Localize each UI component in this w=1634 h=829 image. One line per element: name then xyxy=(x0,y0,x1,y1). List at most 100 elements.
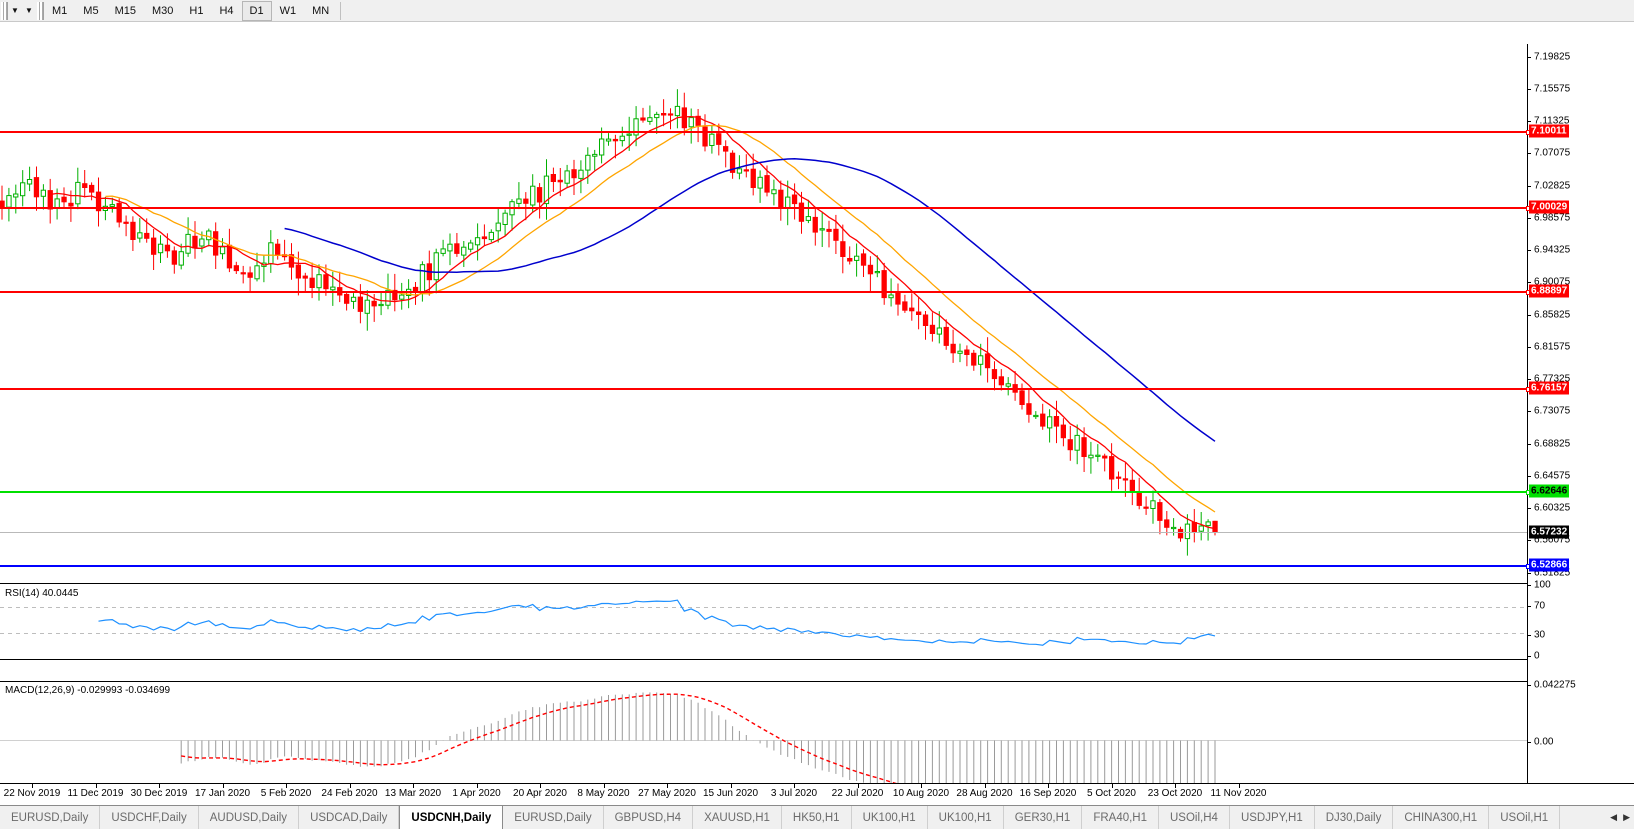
chart-tab-gbpusd-h4[interactable]: GBPUSD,H4 xyxy=(604,806,694,829)
price-tick xyxy=(1527,56,1531,58)
chart-tab-ger30-h1[interactable]: GER30,H1 xyxy=(1004,806,1083,829)
date-tick xyxy=(476,784,478,788)
chart-tab-china300-h1[interactable]: CHINA300,H1 xyxy=(1393,806,1490,829)
support-6.62646-tag[interactable]: 6.62646 xyxy=(1529,484,1570,498)
price-tick-label: 6.85825 xyxy=(1534,309,1571,321)
price-tick xyxy=(1527,443,1531,445)
price-tick xyxy=(1527,346,1531,348)
date-tick-label: 8 May 2020 xyxy=(577,788,630,799)
chart-tab-usdcnh-daily[interactable]: USDCNH,Daily xyxy=(399,806,504,829)
price-tick xyxy=(1527,153,1531,155)
resistance-6.76157-tag[interactable]: 6.76157 xyxy=(1529,381,1570,395)
timeframe-buttons: M1 M5 M15 M30 H1 H4 D1 W1 MN xyxy=(44,0,337,21)
price-tick-label: 6.98575 xyxy=(1534,212,1571,224)
chart-tab-eurusd-daily[interactable]: EURUSD,Daily xyxy=(0,806,101,829)
price-tick-label: 7.11325 xyxy=(1534,115,1570,127)
chart-tab-audusd-daily[interactable]: AUDUSD,Daily xyxy=(199,806,300,829)
price-tick-label: 6.94325 xyxy=(1534,244,1571,256)
rsi-tick xyxy=(1527,656,1531,657)
timeframe-button-m5[interactable]: M5 xyxy=(83,4,99,17)
chevron-left-icon[interactable]: ◀ xyxy=(1610,812,1618,822)
date-tick xyxy=(1111,784,1113,788)
chart-tab-hk50-h1[interactable]: HK50,H1 xyxy=(782,806,852,829)
date-tick xyxy=(984,784,986,788)
price-tick-label: 6.64575 xyxy=(1534,470,1571,482)
chart-tab-eurusd-daily[interactable]: EURUSD,Daily xyxy=(503,806,604,829)
timeframe-button-mn[interactable]: MN xyxy=(312,4,330,17)
timeframe-button-m1[interactable]: M1 xyxy=(52,4,68,17)
date-tick xyxy=(730,784,732,788)
chart-tab-dj30-daily[interactable]: DJ30,Daily xyxy=(1315,806,1394,829)
timeframe-button-h4[interactable]: H4 xyxy=(219,4,234,17)
date-tick xyxy=(794,784,795,788)
date-axis[interactable]: 22 Nov 2019 11 Dec 2019 30 Dec 2019 17 Jan … xyxy=(0,783,1634,805)
date-tick xyxy=(222,784,224,788)
pivot-6.52866-tag[interactable]: 6.52866 xyxy=(1529,558,1570,572)
date-tick-label: 10 Aug 2020 xyxy=(892,788,950,799)
rsi-tick xyxy=(1527,606,1531,608)
price-axis-divider xyxy=(1527,44,1528,805)
rsi-pane[interactable] xyxy=(0,583,1527,660)
tab-scroll-controls: ◀ ▶ xyxy=(1606,806,1634,829)
chart-tab-usdcad-daily[interactable]: USDCAD,Daily xyxy=(299,806,400,829)
timeframe-button-w1[interactable]: W1 xyxy=(279,4,297,17)
date-tick xyxy=(32,784,33,788)
date-tick xyxy=(603,784,605,788)
chart-canvas-area[interactable]: ▼ USDCNH,Daily 6.58599 6.58658 6.56748 6… xyxy=(0,22,1634,805)
rsi-chart-svg xyxy=(0,599,1527,646)
timeframe-toolbar: ▼ ▼ M1 M5 M15 M30 H1 H4 D1 W1 MN xyxy=(0,0,1634,22)
timeframe-button-m30[interactable]: M30 xyxy=(151,4,174,17)
date-tick-label: 22 Nov 2019 xyxy=(3,788,61,799)
rsi-tick-label: 0 xyxy=(1534,650,1540,662)
timeframe-button-h1[interactable]: H1 xyxy=(189,4,204,17)
chart-tab-usoil-h4[interactable]: USOil,H4 xyxy=(1159,806,1230,829)
price-tick-label: 6.51825 xyxy=(1534,567,1571,579)
chart-tab-usdchf-daily[interactable]: USDCHF,Daily xyxy=(100,806,199,829)
price-tick xyxy=(1527,411,1531,413)
chart-tab-uk100-h1[interactable]: UK100,H1 xyxy=(852,806,928,829)
date-tick-label: 20 Apr 2020 xyxy=(513,788,567,799)
resistance-6.88897-tag[interactable]: 6.88897 xyxy=(1529,284,1570,298)
date-tick-label: 1 Apr 2020 xyxy=(452,788,501,799)
price-tick-label: 6.73075 xyxy=(1534,405,1571,417)
chart-tab-usoil-h1[interactable]: USOil,H1 xyxy=(1489,806,1561,829)
rsi-tick xyxy=(1527,585,1531,586)
last-price-6.57232-tag[interactable]: 6.57232 xyxy=(1529,525,1570,539)
macd-tick-label: 0.00 xyxy=(1534,736,1554,748)
date-tick xyxy=(286,784,287,788)
price-tick xyxy=(1527,572,1531,574)
chart-tab-uk100-h1[interactable]: UK100,H1 xyxy=(928,806,1004,829)
chart-tab-xauusd-h1[interactable]: XAUUSD,H1 xyxy=(693,806,782,829)
toolbar-dropdown-icon[interactable]: ▼ xyxy=(25,6,33,15)
chevron-right-icon[interactable]: ▶ xyxy=(1623,812,1630,822)
date-tick-label: 11 Nov 2020 xyxy=(1210,788,1267,799)
chart-tab-usdjpy-h1[interactable]: USDJPY,H1 xyxy=(1230,806,1315,829)
price-tick xyxy=(1527,121,1531,123)
price-tick xyxy=(1527,475,1531,477)
timeframe-group-handle[interactable] xyxy=(37,1,44,20)
date-tick-label: 5 Oct 2020 xyxy=(1087,788,1136,799)
date-tick xyxy=(349,784,351,788)
chart-tab-bar[interactable]: EURUSD,Daily USDCHF,Daily AUDUSD,Daily USDC… xyxy=(0,805,1634,829)
rsi-tick xyxy=(1527,634,1531,636)
date-tick xyxy=(1048,784,1049,788)
date-tick xyxy=(857,784,859,788)
price-tick-label: 7.15575 xyxy=(1534,83,1571,95)
resistance-7.10011-tag[interactable]: 7.10011 xyxy=(1529,124,1569,138)
toolbar-drag-handle[interactable] xyxy=(1,1,8,20)
price-tick xyxy=(1527,314,1531,316)
toolbar-overflow-icon[interactable]: ▼ xyxy=(11,6,19,15)
price-tick xyxy=(1527,282,1531,284)
date-tick xyxy=(1238,784,1240,788)
macd-tick xyxy=(1527,685,1531,686)
price-scale[interactable]: 7.19825 7.15575 7.11325 7.07075 7.02825 6.985… xyxy=(1527,44,1634,805)
date-tick xyxy=(413,784,414,788)
resistance-7.00029-tag[interactable]: 7.00029 xyxy=(1529,200,1570,214)
price-tick xyxy=(1527,185,1531,187)
date-tick xyxy=(667,784,668,788)
timeframe-button-d1[interactable]: D1 xyxy=(241,0,272,21)
date-tick-label: 17 Jan 2020 xyxy=(194,788,251,799)
timeframe-button-m15[interactable]: M15 xyxy=(114,4,136,17)
chart-tab-fra40-h1[interactable]: FRA40,H1 xyxy=(1082,806,1159,829)
